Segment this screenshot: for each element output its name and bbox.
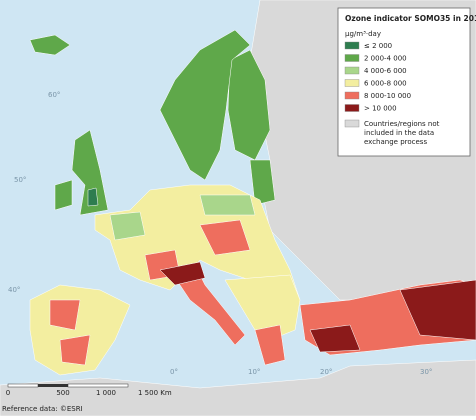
region <box>59 334 91 366</box>
scale-label: 0 <box>6 389 10 397</box>
legend-label: included in the data <box>364 129 434 137</box>
region <box>199 219 251 256</box>
legend-swatch <box>344 119 360 128</box>
graticule-label: 40° <box>8 286 20 294</box>
legend-label: > 10 000 <box>364 105 397 113</box>
region <box>309 324 361 353</box>
legend-swatch <box>344 91 360 100</box>
graticule-label: 30° <box>420 368 432 376</box>
graticule-label: 50° <box>14 176 26 184</box>
legend-label: 8 000-10 000 <box>364 92 411 100</box>
scale-label: 500 <box>56 389 69 397</box>
graticule-label: 20° <box>320 368 332 376</box>
legend-label: 4 000-6 000 <box>364 67 407 75</box>
region <box>249 159 276 206</box>
graticule-label: 0° <box>170 368 178 376</box>
region <box>71 129 109 216</box>
legend-box <box>337 7 471 157</box>
scale-bar: 0 500 1 000 1 500 Km <box>6 383 172 397</box>
legend-unit: µg/m³·day <box>345 30 381 38</box>
legend-label: ≤ 2 000 <box>364 42 392 50</box>
scale-label: 1 000 <box>96 389 116 397</box>
region <box>224 274 301 341</box>
legend-title: Ozone indicator SOMO35 in 2018 <box>345 14 476 23</box>
region <box>159 261 206 286</box>
reference: Reference data: ©ESRI <box>2 405 83 413</box>
graticule-label: 60° <box>48 91 60 99</box>
legend-label: exchange process <box>364 138 427 146</box>
legend-swatch <box>344 79 360 87</box>
region <box>87 187 99 207</box>
legend-swatch <box>344 104 360 112</box>
scale-segment <box>7 383 39 388</box>
region <box>199 194 256 216</box>
legend: Ozone indicator SOMO35 in 2018 µg/m³·day… <box>337 7 476 157</box>
scale-segment <box>38 384 68 387</box>
region <box>227 49 271 161</box>
legend-swatch <box>344 41 360 50</box>
legend-swatch <box>344 54 360 62</box>
scale-label: 1 500 Km <box>138 389 172 397</box>
region <box>399 279 476 341</box>
scale-segment <box>67 383 129 388</box>
region <box>54 179 73 211</box>
legend-swatch <box>344 66 360 75</box>
region <box>29 34 71 56</box>
region <box>49 299 81 331</box>
region <box>159 29 251 181</box>
legend-label: 2 000-4 000 <box>364 55 407 63</box>
region <box>109 211 146 241</box>
graticule-label: 10° <box>248 368 260 376</box>
legend-label: 6 000-8 000 <box>364 80 407 88</box>
region <box>254 324 286 366</box>
legend-label: Countries/regions not <box>364 120 440 128</box>
